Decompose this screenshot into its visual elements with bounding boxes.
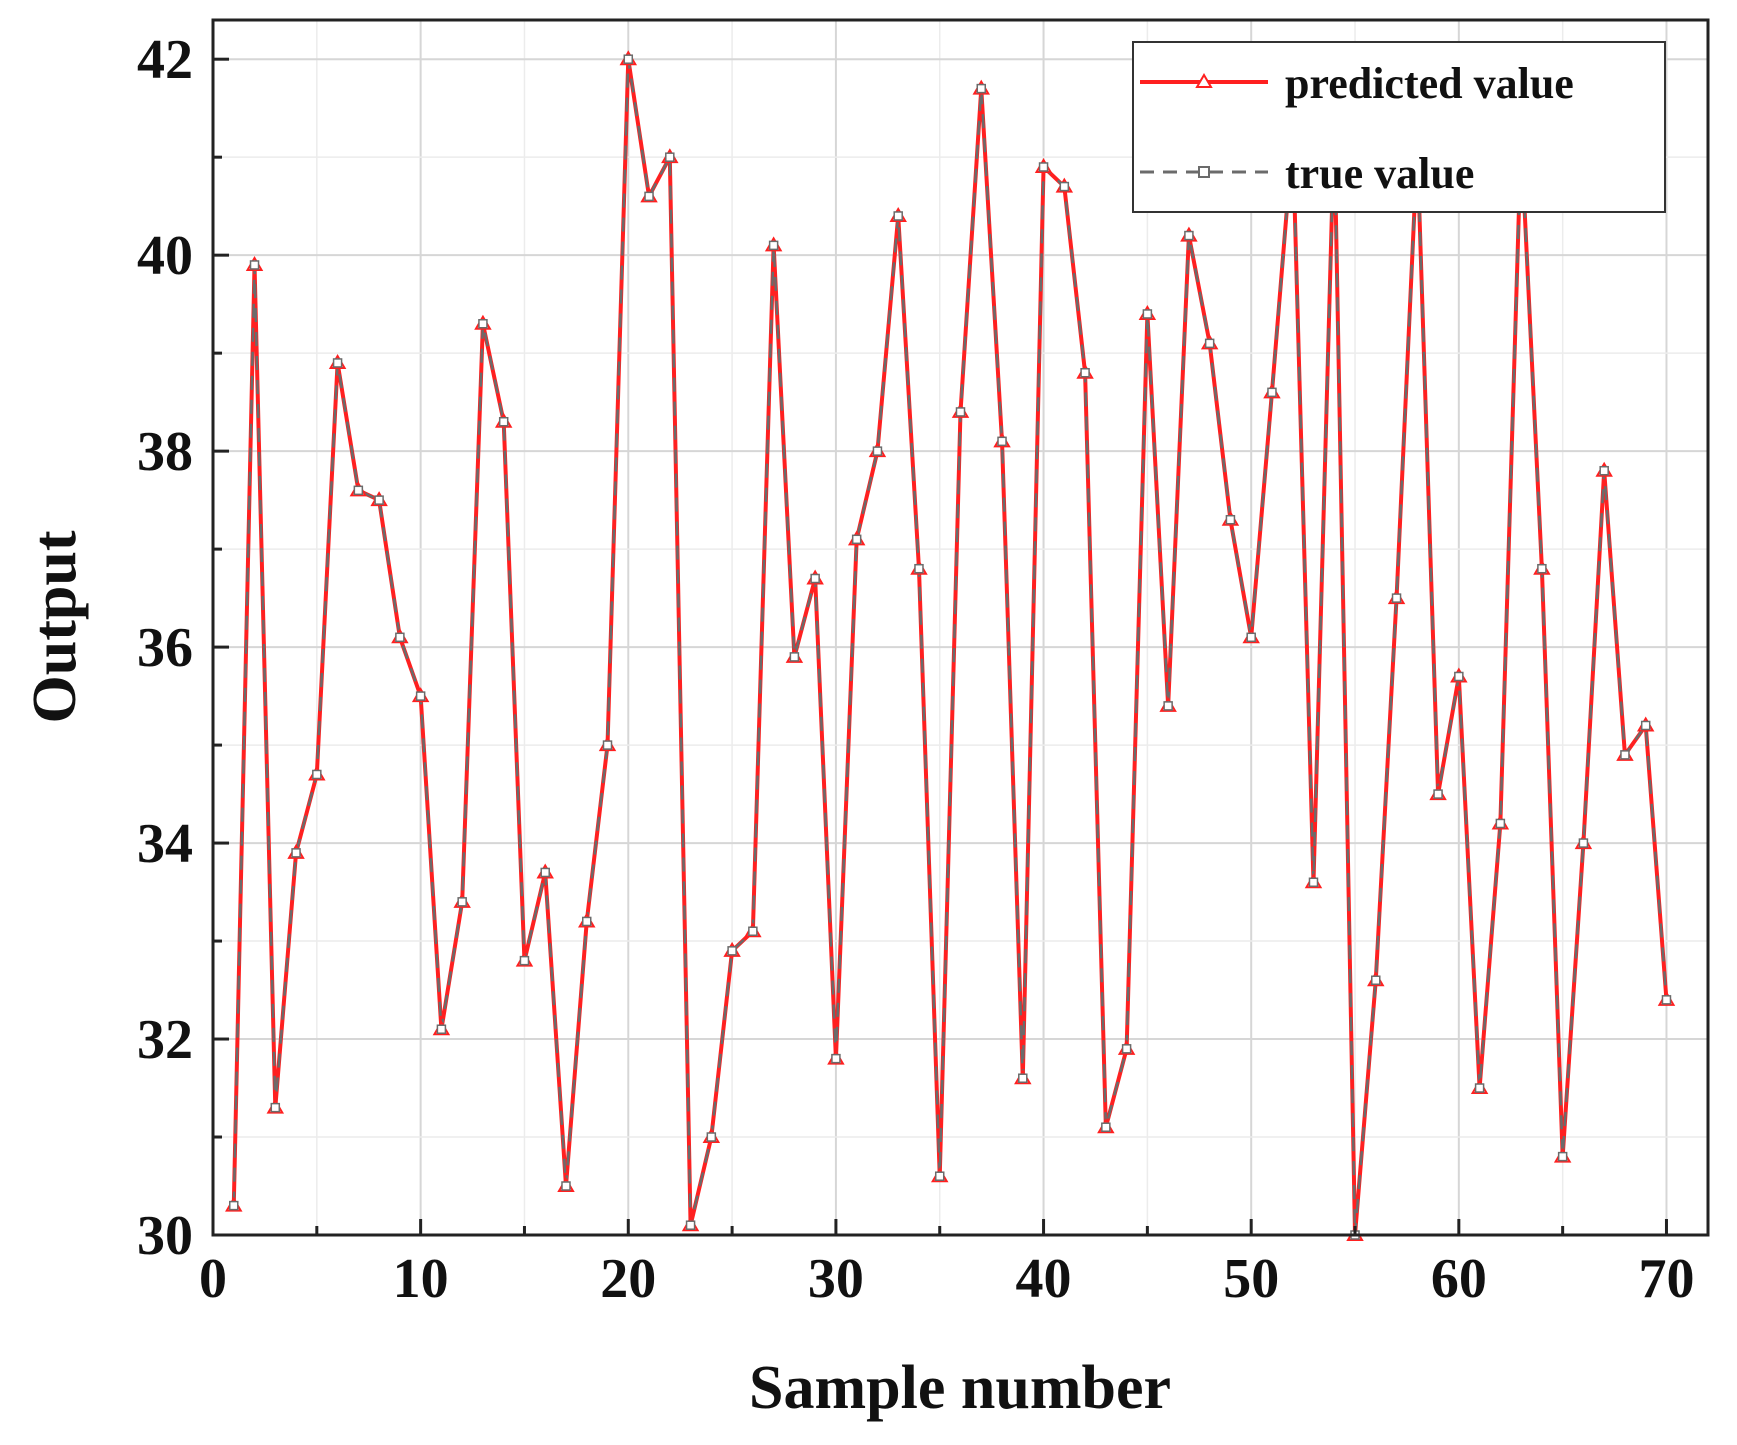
y-tick-label: 32 — [137, 1009, 193, 1071]
x-tick-label: 70 — [1638, 1248, 1694, 1310]
point-true — [1433, 789, 1443, 799]
x-tick-label: 40 — [1016, 1248, 1072, 1310]
point-true — [519, 955, 530, 966]
point-true — [457, 897, 467, 907]
point-true — [1101, 1122, 1111, 1132]
point-true — [665, 152, 675, 162]
point-true — [955, 407, 966, 417]
point-true — [727, 946, 737, 956]
legend-box — [1132, 41, 1666, 213]
point-true — [1454, 671, 1464, 682]
point-true — [1495, 818, 1506, 829]
point-true — [1391, 593, 1402, 603]
point-true — [498, 416, 509, 427]
point-true — [768, 240, 779, 251]
point-true — [561, 1181, 571, 1191]
point-true — [582, 916, 592, 927]
point-true — [1620, 750, 1630, 760]
point-true — [1121, 1044, 1132, 1054]
point-true — [1163, 701, 1173, 711]
point-true — [1640, 720, 1651, 731]
y-tick-label: 38 — [137, 421, 193, 483]
point-true — [1267, 387, 1277, 398]
axis-ticks: 0 10 20 30 40 50 60 70 30 32 34 36 38 40 42 — [137, 29, 1694, 1310]
point-true — [1557, 1151, 1568, 1162]
point-true — [1308, 877, 1319, 888]
x-tick-label: 30 — [808, 1248, 864, 1310]
legend-marker-true — [1198, 166, 1210, 178]
point-true — [934, 1171, 945, 1181]
point-true — [332, 358, 343, 368]
y-tick-label: 36 — [137, 617, 193, 679]
plot-frame — [211, 18, 1710, 1237]
point-true — [1225, 514, 1236, 525]
legend-label-true: true value — [1285, 149, 1474, 198]
point-true — [685, 1220, 696, 1230]
x-tick-label: 20 — [600, 1248, 656, 1310]
point-true — [436, 1024, 447, 1034]
x-axis-title: Sample number — [749, 1354, 1171, 1422]
point-true — [1537, 563, 1547, 574]
point-true — [644, 191, 654, 202]
x-tick-label: 0 — [199, 1248, 227, 1310]
legend-marker-predicted — [1195, 73, 1213, 88]
point-true — [312, 769, 322, 780]
y-tick-label: 42 — [137, 29, 193, 91]
point-true — [831, 1053, 841, 1064]
point-true — [872, 446, 883, 456]
point-true — [415, 691, 426, 701]
legend: predicted value true value — [1132, 41, 1666, 213]
point-true — [1661, 995, 1672, 1005]
point-true — [1018, 1073, 1028, 1083]
point-true — [1246, 632, 1256, 643]
point-true — [1184, 230, 1194, 241]
legend-label-predicted: predicted value — [1285, 59, 1574, 108]
point-true — [353, 485, 364, 496]
x-tick-label: 10 — [393, 1248, 449, 1310]
series-layer — [225, 50, 1676, 1241]
point-true — [291, 848, 301, 858]
point-true — [997, 436, 1007, 447]
point-true — [1059, 181, 1070, 192]
series-line-true — [232, 57, 1668, 1237]
point-true — [1599, 465, 1609, 476]
point-true — [810, 573, 820, 584]
point-true — [789, 652, 800, 662]
point-true — [1204, 338, 1215, 349]
point-true — [706, 1132, 717, 1142]
point-true — [229, 1200, 239, 1211]
y-tick-label: 30 — [137, 1205, 193, 1267]
point-true — [851, 534, 862, 545]
point-true — [374, 495, 384, 505]
point-true — [748, 926, 758, 936]
point-true — [270, 1102, 281, 1113]
point-true — [914, 563, 924, 574]
point-true — [893, 211, 903, 221]
point-true — [249, 260, 260, 270]
point-true — [976, 83, 987, 94]
point-true — [1578, 838, 1589, 848]
point-true — [1371, 975, 1381, 985]
point-true — [1142, 309, 1153, 319]
y-axis-title: Output — [21, 530, 89, 723]
point-true — [602, 740, 613, 750]
x-tick-label: 50 — [1223, 1248, 1279, 1310]
y-tick-label: 34 — [137, 813, 193, 875]
point-true — [1474, 1083, 1485, 1093]
point-true — [623, 54, 634, 64]
point-true — [395, 632, 405, 643]
point-true — [540, 867, 550, 878]
point-true — [1080, 367, 1090, 378]
x-tick-label: 60 — [1431, 1248, 1487, 1310]
point-true — [478, 319, 488, 329]
point-true — [1038, 162, 1049, 172]
y-tick-label: 40 — [137, 225, 193, 287]
